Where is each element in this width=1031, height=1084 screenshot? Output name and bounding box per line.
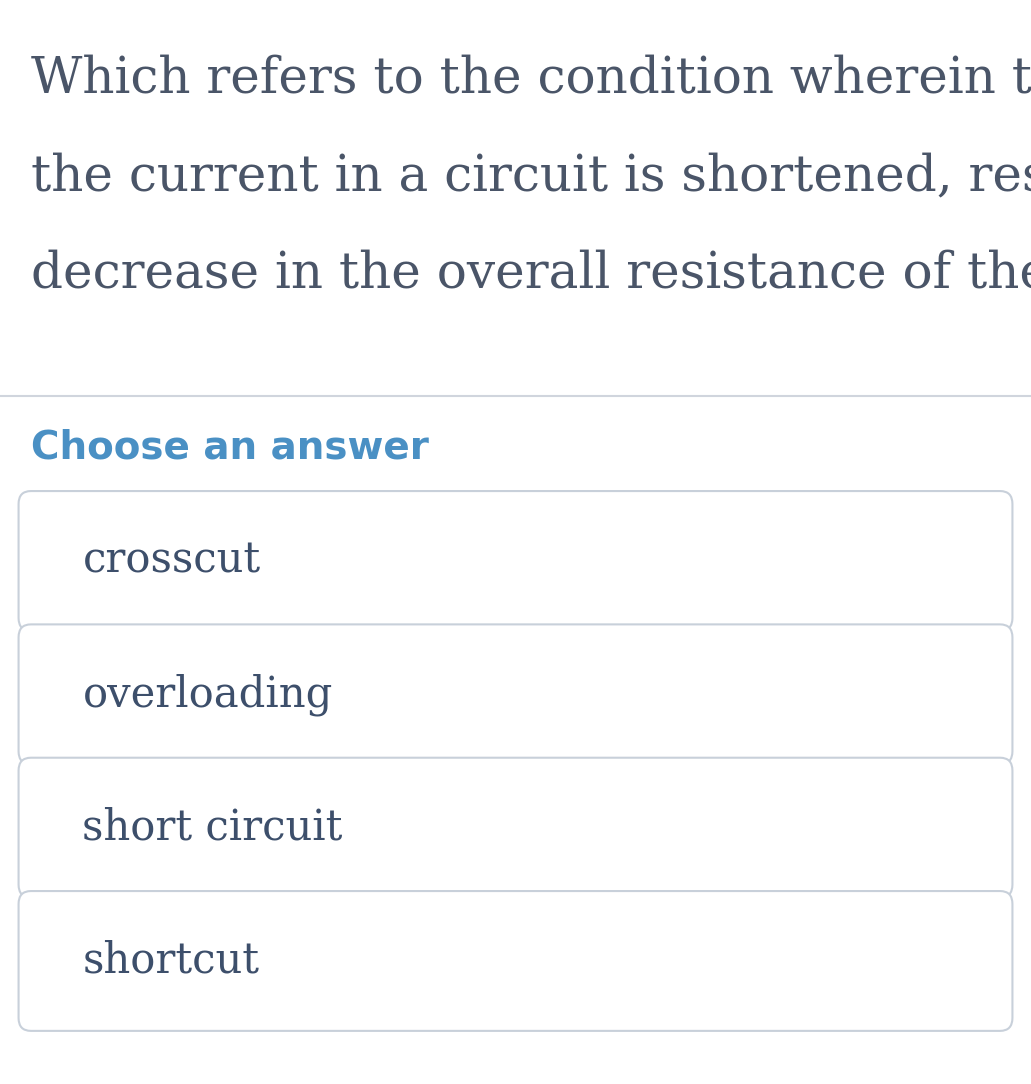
Text: the current in a circuit is shortened, resulting to a: the current in a circuit is shortened, r… (31, 152, 1031, 202)
Text: shortcut: shortcut (82, 940, 260, 982)
Text: short circuit: short circuit (82, 806, 343, 849)
Text: Which refers to the condition wherein the path of: Which refers to the condition wherein th… (31, 54, 1031, 104)
FancyBboxPatch shape (19, 491, 1012, 631)
Text: overloading: overloading (82, 673, 333, 715)
FancyBboxPatch shape (19, 758, 1012, 898)
FancyBboxPatch shape (19, 891, 1012, 1031)
Text: decrease in the overall resistance of the circuit?: decrease in the overall resistance of th… (31, 249, 1031, 299)
Text: Choose an answer: Choose an answer (31, 428, 429, 466)
FancyBboxPatch shape (19, 624, 1012, 764)
Text: crosscut: crosscut (82, 540, 261, 582)
